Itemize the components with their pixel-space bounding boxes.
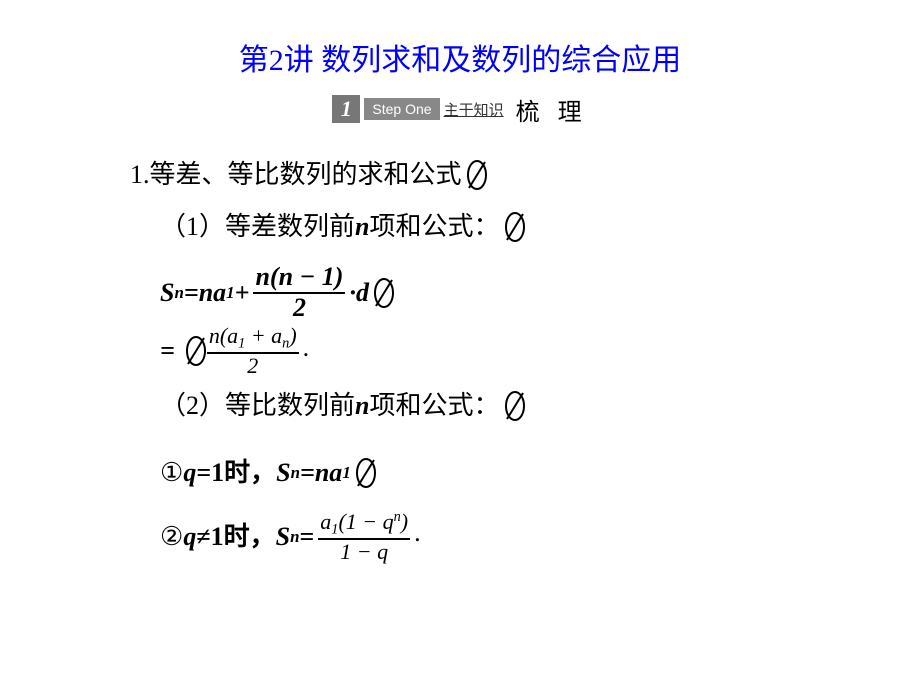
fraction-2: n(a1 + an) 2 (207, 324, 299, 378)
eq: = (300, 447, 315, 499)
paragraph-mark-icon (371, 276, 397, 310)
eq: = (184, 267, 199, 319)
text: 项和公式： (369, 201, 499, 253)
S: S (276, 447, 290, 499)
q: q (183, 511, 196, 563)
sub-n: n (290, 520, 299, 554)
var-n: n (355, 380, 369, 432)
step-subtitle: 主干知识 (444, 99, 504, 120)
formula-2: = n(a1 + an) 2 . (0, 322, 920, 380)
step-one-label: Step One (364, 98, 439, 120)
formula-q1: ① q =1时， S n = na 1 (0, 447, 920, 499)
numerator: a1(1 − qn) (318, 510, 410, 538)
paragraph-mark-icon (502, 210, 528, 244)
eq: = (299, 511, 314, 563)
paragraph-mark-icon (464, 158, 490, 192)
circled-1: ① (160, 447, 183, 499)
q: q (183, 447, 196, 499)
S: S (276, 511, 290, 563)
text: （1）等差数列前 (160, 201, 355, 253)
text: 项和公式： (369, 380, 499, 432)
step-brush-text: 梳 理 (516, 92, 588, 127)
line-1-1: （1）等差数列前 n 项和公式： (0, 201, 920, 253)
denominator: 1 − q (318, 538, 410, 564)
na: na (315, 447, 342, 499)
var-n: n (355, 201, 369, 253)
formula-qne1: ② q ≠1时， S n = a1(1 − qn) 1 − q . (0, 507, 920, 567)
heading-1-text: 1.等差、等比数列的求和公式 (130, 149, 462, 201)
paragraph-mark-icon (502, 389, 528, 423)
paragraph-mark-icon (353, 456, 379, 490)
paragraph-mark-icon (183, 334, 209, 368)
na: na (199, 267, 226, 319)
circled-2: ② (160, 511, 183, 563)
step-number: 1 (332, 95, 360, 123)
sub-1: 1 (342, 456, 350, 490)
step-box: 1 Step One 主干知识 梳 理 (332, 94, 587, 124)
content-area: 1.等差、等比数列的求和公式 （1）等差数列前 n 项和公式： S n = na… (0, 149, 920, 567)
denominator: 2 (253, 292, 345, 323)
eq: = (160, 325, 175, 377)
fraction-q: a1(1 − qn) 1 − q (318, 510, 410, 564)
page-title: 第2讲 数列求和及数列的综合应用 (0, 0, 920, 79)
line-1-2: （2）等比数列前 n 项和公式： (0, 380, 920, 432)
fraction-1: n(n − 1) 2 (253, 263, 345, 322)
eq1-text: =1时， (196, 447, 276, 499)
d: d (356, 267, 369, 319)
period: . (303, 322, 310, 374)
sub-1: 1 (226, 276, 234, 310)
denominator: 2 (207, 352, 299, 378)
period: . (414, 507, 421, 559)
heading-1: 1.等差、等比数列的求和公式 (0, 149, 920, 201)
ne-text: ≠1时， (196, 511, 275, 563)
S: S (160, 267, 174, 319)
sub-n: n (291, 456, 300, 490)
plus: + (235, 267, 250, 319)
numerator: n(a1 + an) (207, 324, 299, 352)
sub-n: n (174, 276, 183, 310)
numerator: n(n − 1) (253, 263, 345, 292)
step-banner: 1 Step One 主干知识 梳 理 (0, 94, 920, 124)
formula-1: S n = na 1 + n(n − 1) 2 · d (0, 263, 920, 322)
text: （2）等比数列前 (160, 380, 355, 432)
